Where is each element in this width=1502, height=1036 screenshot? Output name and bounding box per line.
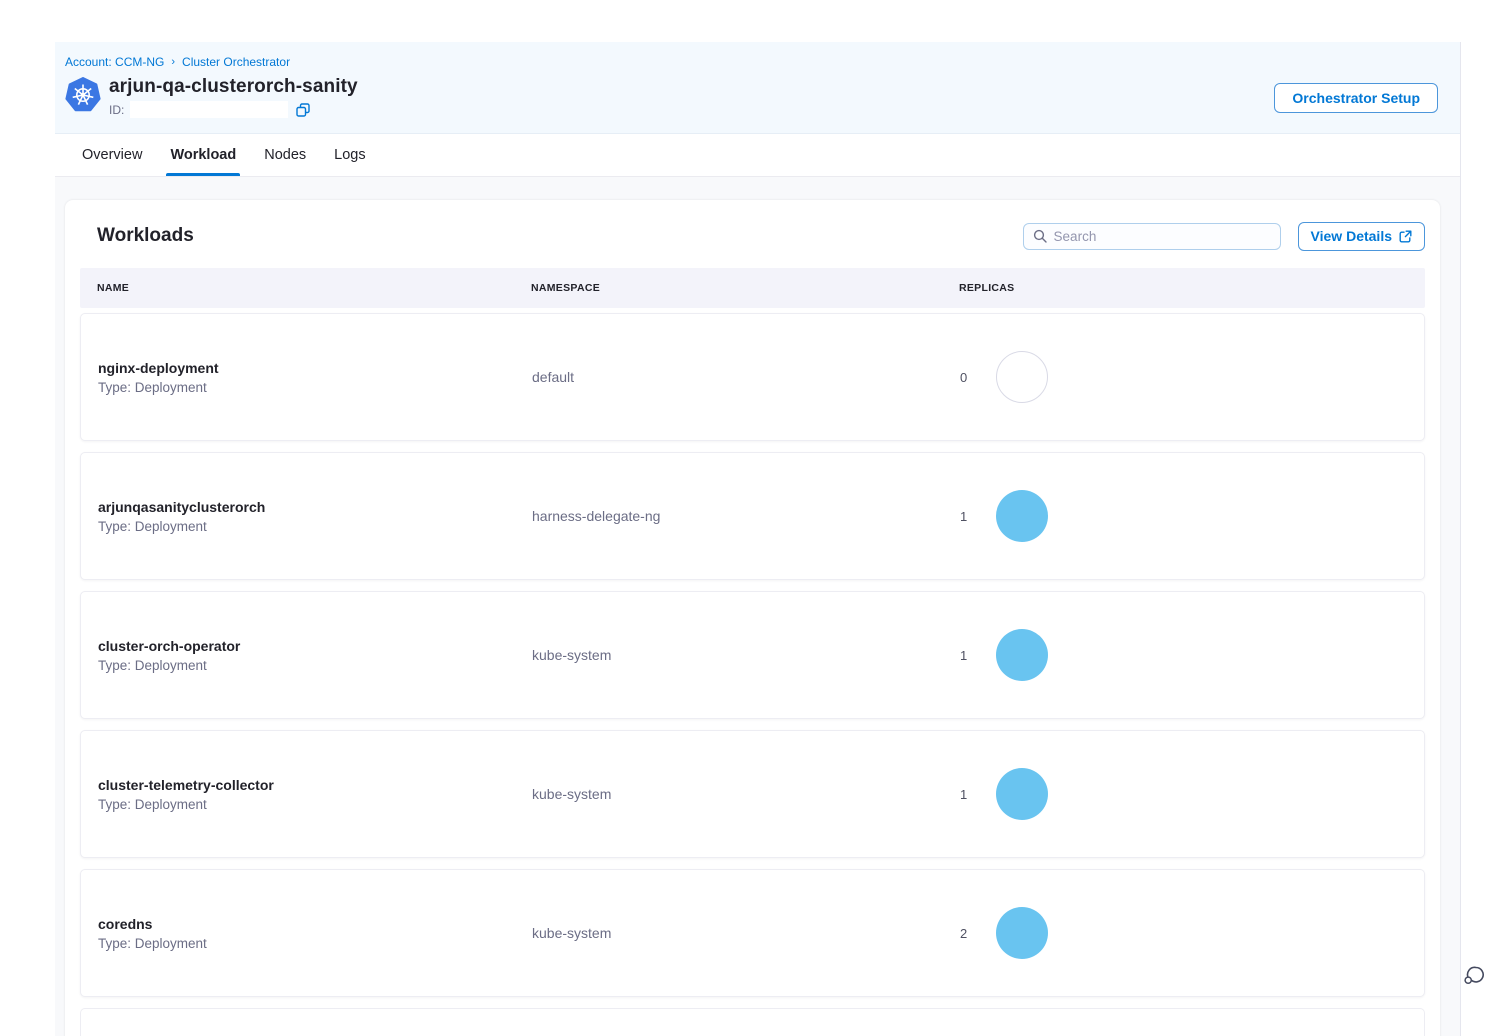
workload-replicas-cell: 2 [960, 907, 1424, 959]
table-row[interactable]: arjunqasanityclusterorch Type: Deploymen… [80, 452, 1425, 580]
workload-namespace: kube-system [532, 925, 612, 941]
search-icon [1033, 229, 1047, 243]
breadcrumb-account[interactable]: Account: CCM-NG [65, 55, 165, 69]
search-box[interactable] [1022, 222, 1281, 250]
workload-name-cell: cluster-telemetry-collector Type: Deploy… [98, 777, 532, 812]
breadcrumb-chevron-icon: › [171, 56, 176, 68]
tab-overview[interactable]: Overview [82, 147, 143, 163]
table-row[interactable]: cluster-orch-operator Type: Deployment k… [80, 591, 1425, 719]
workload-type: Type: Deployment [98, 935, 207, 951]
workload-namespace: kube-system [532, 786, 612, 802]
workload-name-cell: arjunqasanityclusterorch Type: Deploymen… [98, 499, 532, 534]
tab-nodes[interactable]: Nodes [264, 147, 307, 163]
page-header: Account: CCM-NG › Cluster Orchestrator [55, 42, 1460, 134]
workload-replicas-cell: 1 [960, 490, 1424, 542]
workload-namespace: kube-system [532, 647, 612, 663]
workload-name: cluster-orch-operator [98, 637, 241, 654]
title-row: arjun-qa-clusterorch-sanity ID: Orchestr… [65, 76, 1438, 118]
workload-name: coredns [98, 915, 153, 932]
replica-count: 0 [960, 369, 968, 385]
replica-count: 1 [960, 786, 968, 802]
workload-type: Type: Deployment [98, 657, 207, 673]
tab-bar: Overview Workload Nodes Logs [55, 134, 1460, 177]
workload-name: cluster-telemetry-collector [98, 776, 274, 793]
workload-replicas-cell: 1 [960, 629, 1424, 681]
column-header-namespace: NAMESPACE [531, 282, 601, 294]
replica-status-circle [996, 907, 1049, 959]
replica-status-circle [996, 490, 1049, 542]
workload-name-cell: nginx-deployment Type: Deployment [98, 360, 532, 395]
orchestrator-setup-button[interactable]: Orchestrator Setup [1274, 83, 1438, 113]
view-details-button[interactable]: View Details [1297, 221, 1425, 251]
table-row[interactable]: coredns Type: Deployment kube-system 2 [80, 869, 1425, 997]
workload-type: Type: Deployment [98, 379, 207, 395]
table-row[interactable]: cluster-telemetry-collector Type: Deploy… [80, 730, 1425, 858]
id-label: ID: [109, 102, 125, 117]
replica-status-circle [996, 629, 1049, 681]
workload-name-cell: coredns Type: Deployment [98, 916, 532, 951]
replica-count: 2 [960, 925, 968, 941]
workload-namespace: default [532, 369, 575, 385]
view-details-label: View Details [1310, 228, 1392, 244]
workload-type: Type: Deployment [98, 796, 207, 812]
tab-workload[interactable]: Workload [166, 134, 241, 176]
copy-icon[interactable] [296, 102, 311, 117]
kubernetes-icon [65, 77, 101, 112]
workloads-title: Workloads [97, 225, 194, 246]
workload-name-cell: cluster-orch-operator Type: Deployment [98, 638, 532, 673]
replica-count: 1 [960, 647, 968, 663]
table-header: NAME NAMESPACE REPLICAS [80, 268, 1425, 308]
external-link-icon [1399, 230, 1412, 242]
replica-count: 1 [960, 508, 968, 524]
id-value-redacted [130, 101, 289, 118]
column-header-replicas: REPLICAS [959, 282, 1015, 294]
workload-replicas-cell: 1 [960, 768, 1424, 820]
cluster-orchestrator-page: Account: CCM-NG › Cluster Orchestrator [55, 42, 1461, 1036]
workload-name: nginx-deployment [98, 359, 219, 376]
replica-status-circle [996, 351, 1049, 403]
chat-bubble-icon[interactable] [1461, 963, 1485, 987]
column-header-name: NAME [97, 282, 130, 294]
page-title: arjun-qa-clusterorch-sanity [109, 76, 358, 97]
workload-rows: nginx-deployment Type: Deployment defaul… [80, 313, 1425, 1036]
workload-replicas-cell: 0 [960, 351, 1424, 403]
workload-name: arjunqasanityclusterorch [98, 498, 266, 515]
workload-namespace: harness-delegate-ng [532, 508, 661, 524]
workload-type: Type: Deployment [98, 518, 207, 534]
search-input[interactable] [1053, 228, 1271, 244]
tab-logs[interactable]: Logs [334, 147, 366, 163]
replica-status-circle [996, 768, 1049, 820]
content-area: Workloads View Details N [55, 177, 1460, 1036]
table-row[interactable]: nginx-deployment Type: Deployment defaul… [80, 313, 1425, 441]
table-row-partial[interactable] [80, 1008, 1425, 1036]
workloads-card: Workloads View Details N [65, 200, 1440, 1036]
breadcrumb-cluster-orchestrator[interactable]: Cluster Orchestrator [182, 55, 291, 69]
breadcrumb: Account: CCM-NG › Cluster Orchestrator [65, 55, 1438, 69]
